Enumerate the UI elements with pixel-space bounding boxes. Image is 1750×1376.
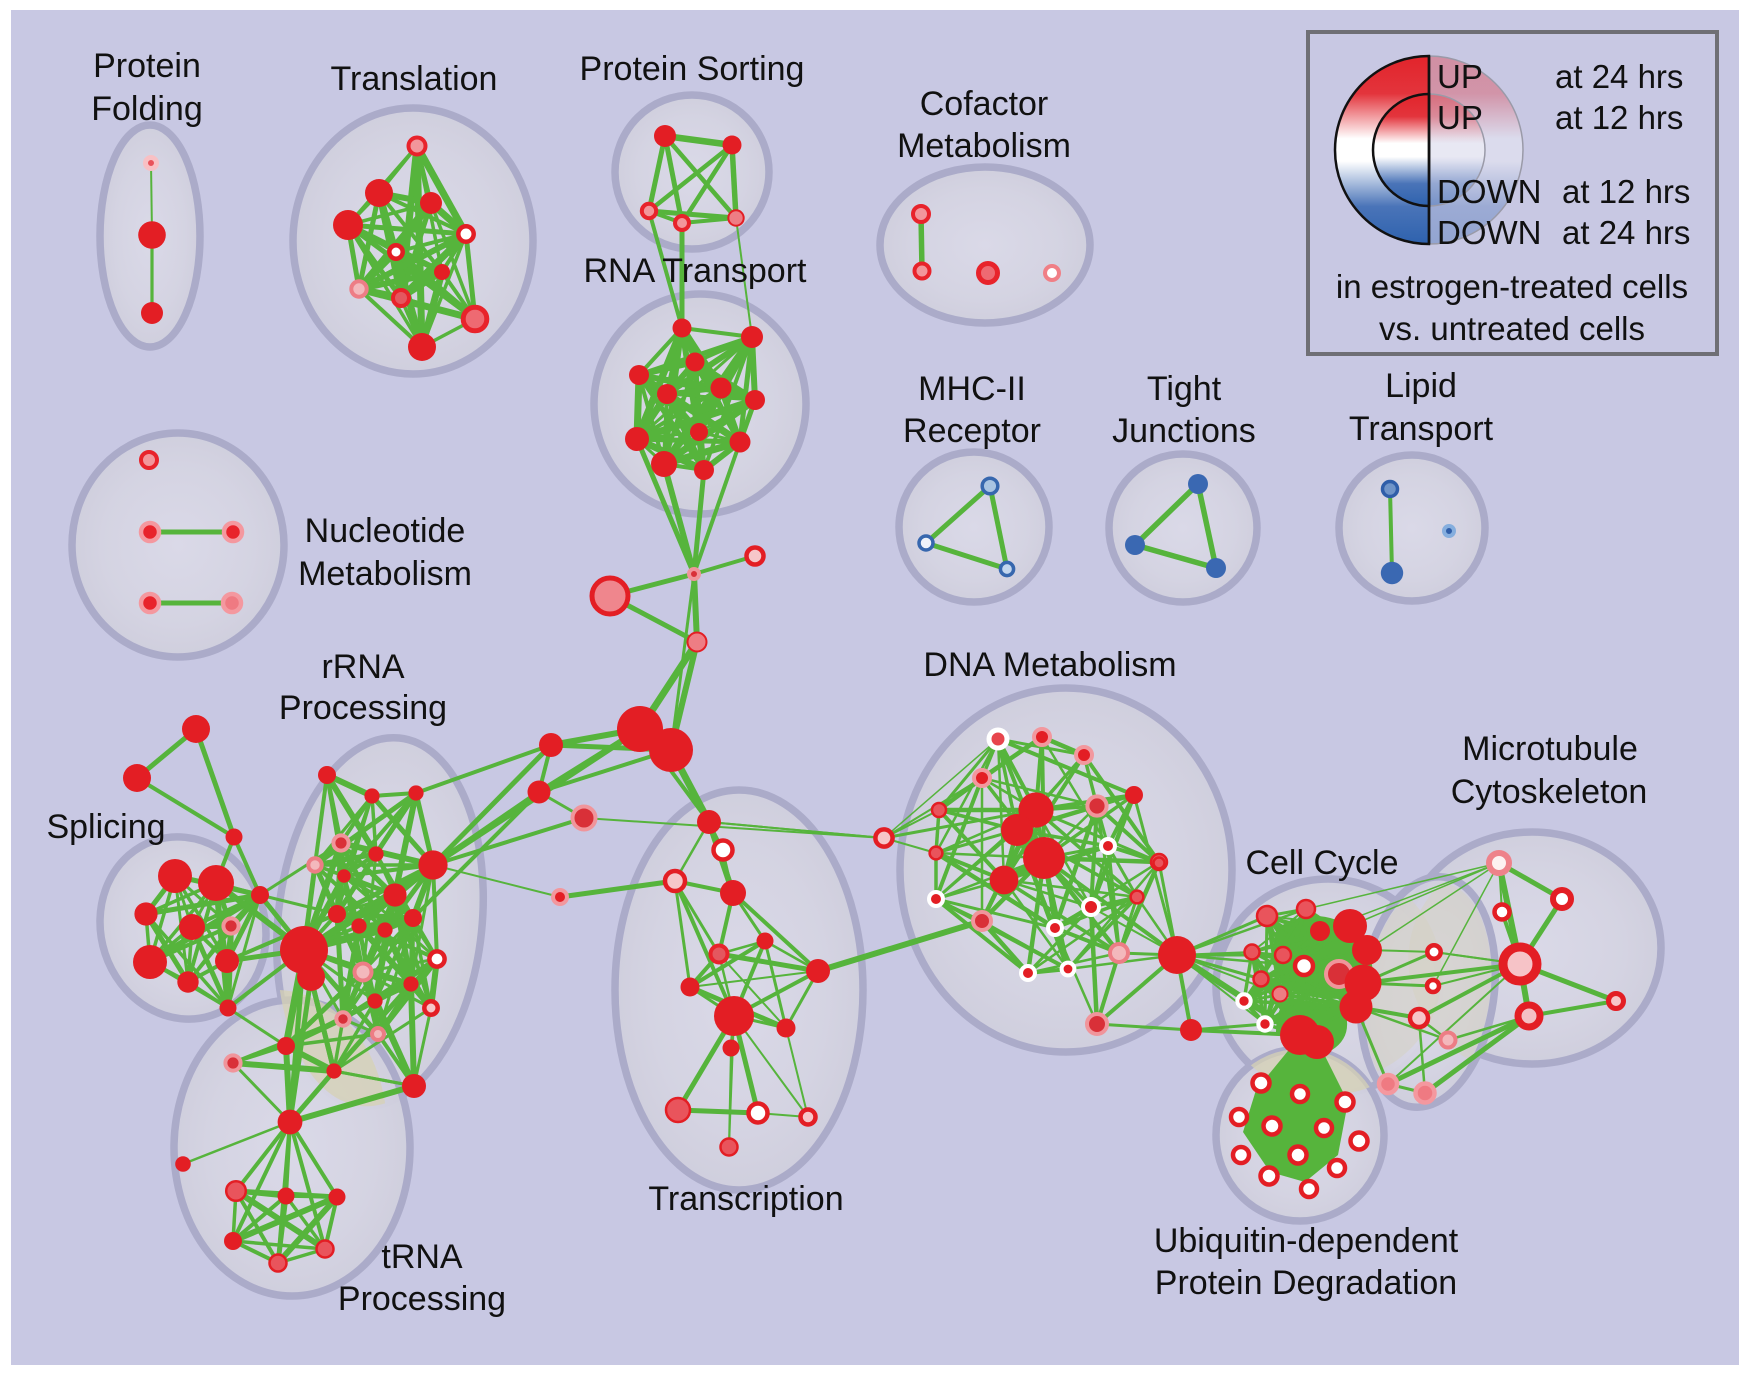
svg-text:Metabolism: Metabolism [298,555,472,593]
svg-text:MHC-II: MHC-II [918,370,1026,408]
svg-text:Protein Degradation: Protein Degradation [1155,1264,1457,1302]
svg-text:Junctions: Junctions [1112,412,1256,450]
svg-text:RNA Transport: RNA Transport [584,252,808,290]
svg-text:Transcription: Transcription [648,1180,843,1218]
svg-text:Cell Cycle: Cell Cycle [1245,844,1398,882]
svg-text:vs. untreated cells: vs. untreated cells [1379,310,1645,347]
svg-text:Cofactor: Cofactor [920,85,1049,123]
svg-text:in estrogen-treated cells: in estrogen-treated cells [1336,268,1688,305]
svg-text:at 12 hrs: at 12 hrs [1555,99,1683,136]
svg-text:at 24 hrs: at 24 hrs [1555,58,1683,95]
svg-text:DNA Metabolism: DNA Metabolism [923,646,1176,684]
svg-text:Folding: Folding [91,90,203,128]
svg-text:Metabolism: Metabolism [897,127,1071,165]
svg-text:Tight: Tight [1147,370,1222,408]
svg-text:Processing: Processing [338,1280,506,1318]
svg-text:UP: UP [1437,58,1483,95]
svg-text:DOWN: DOWN [1437,173,1541,210]
svg-text:Transport: Transport [1349,410,1494,448]
svg-text:Splicing: Splicing [46,808,165,846]
svg-text:rRNA: rRNA [321,648,404,686]
svg-text:Translation: Translation [331,60,498,98]
svg-text:Microtubule: Microtubule [1462,730,1638,768]
svg-text:Nucleotide: Nucleotide [305,512,466,550]
svg-text:tRNA: tRNA [381,1238,463,1276]
svg-text:DOWN: DOWN [1437,214,1541,251]
svg-text:Cytoskeleton: Cytoskeleton [1451,773,1648,811]
svg-text:at 24 hrs: at 24 hrs [1562,214,1690,251]
svg-text:Ubiquitin-dependent: Ubiquitin-dependent [1154,1222,1459,1260]
svg-text:Protein: Protein [93,47,201,85]
svg-text:UP: UP [1437,99,1483,136]
svg-text:Lipid: Lipid [1385,367,1457,405]
svg-text:Protein Sorting: Protein Sorting [580,50,805,88]
svg-text:Processing: Processing [279,689,447,727]
svg-text:at 12 hrs: at 12 hrs [1562,173,1690,210]
svg-text:Receptor: Receptor [903,412,1041,450]
